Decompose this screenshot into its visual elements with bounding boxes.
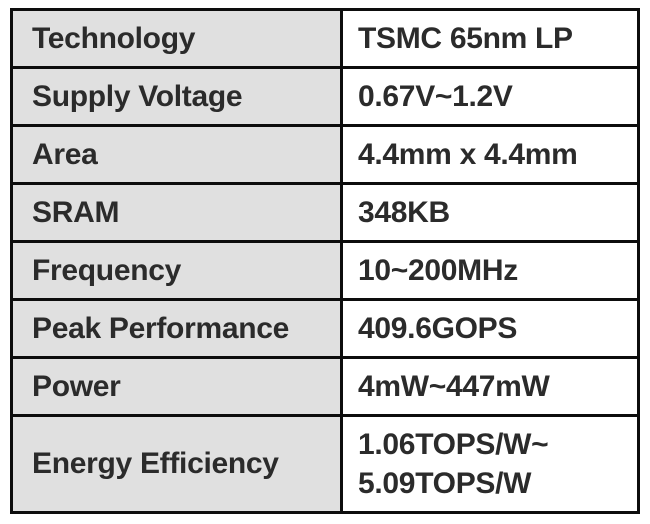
spec-label-cell: Energy Efficiency [10, 414, 343, 514]
spec-label-cell: Peak Performance [10, 298, 343, 359]
spec-label-cell: Area [10, 124, 343, 185]
spec-label-cell: Power [10, 356, 343, 417]
spec-label-cell: Technology [10, 8, 343, 69]
spec-value-cell: 1.06TOPS/W~ 5.09TOPS/W [340, 414, 640, 514]
spec-label-cell: Frequency [10, 240, 343, 301]
spec-value-cell: 348KB [340, 182, 640, 243]
table-row: Technology TSMC 65nm LP [10, 8, 640, 69]
table-row: Frequency 10~200MHz [10, 240, 640, 301]
chip-spec-table: Technology TSMC 65nm LP Supply Voltage 0.67… [10, 8, 640, 514]
spec-label-cell: Supply Voltage [10, 66, 343, 127]
table-row: Power 4mW~447mW [10, 356, 640, 417]
spec-value-cell: 0.67V~1.2V [340, 66, 640, 127]
spec-value-cell: 4mW~447mW [340, 356, 640, 417]
spec-label-cell: SRAM [10, 182, 343, 243]
table-row: Peak Performance 409.6GOPS [10, 298, 640, 359]
spec-value-cell: TSMC 65nm LP [340, 8, 640, 69]
spec-value-cell: 4.4mm x 4.4mm [340, 124, 640, 185]
table-row: Area 4.4mm x 4.4mm [10, 124, 640, 185]
spec-table-body: Technology TSMC 65nm LP Supply Voltage 0.67… [10, 8, 640, 514]
spec-value-cell: 409.6GOPS [340, 298, 640, 359]
spec-value-cell: 10~200MHz [340, 240, 640, 301]
table-row: Supply Voltage 0.67V~1.2V [10, 66, 640, 127]
table-row: SRAM 348KB [10, 182, 640, 243]
table-row: Energy Efficiency 1.06TOPS/W~ 5.09TOPS/W [10, 414, 640, 514]
